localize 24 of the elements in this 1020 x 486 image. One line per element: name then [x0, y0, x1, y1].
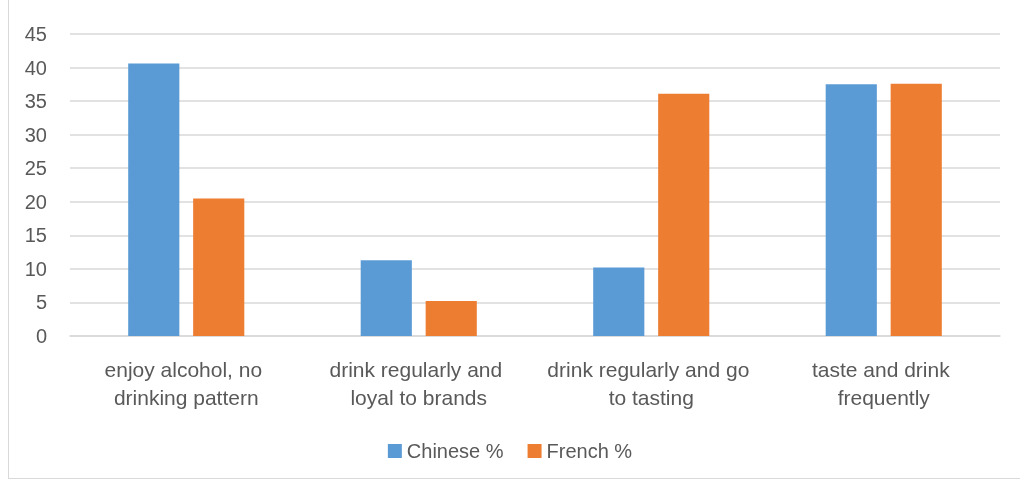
- y-tick-label: 20: [24, 190, 47, 213]
- y-tick-label: 10: [24, 257, 47, 280]
- y-tick-label: 5: [35, 291, 47, 314]
- bar: [128, 63, 180, 336]
- x-tick-label: drink regularly and go to tasting: [547, 357, 756, 409]
- y-tick-label: 35: [24, 90, 47, 113]
- bar: [360, 260, 412, 336]
- x-tick-label: taste and drink frequently: [811, 357, 956, 409]
- bar: [193, 198, 245, 336]
- bar: [593, 267, 645, 336]
- y-tick-label: 40: [24, 56, 47, 79]
- y-tick-label: 15: [24, 224, 47, 247]
- x-tick-label: enjoy alcohol, no drinking pattern: [104, 357, 268, 409]
- bar: [890, 83, 942, 336]
- bar: [825, 84, 877, 336]
- bar: [658, 93, 710, 336]
- y-tick-label: 30: [24, 123, 47, 146]
- y-tick-label: 25: [24, 157, 47, 180]
- legend-label: Chinese %: [406, 440, 504, 462]
- bar: [425, 301, 477, 336]
- legend-label: French %: [546, 440, 633, 462]
- x-tick-label: drink regularly and loyal to brands: [329, 357, 509, 409]
- y-tick-label: 0: [35, 325, 47, 347]
- y-tick-label: 45: [24, 23, 47, 45]
